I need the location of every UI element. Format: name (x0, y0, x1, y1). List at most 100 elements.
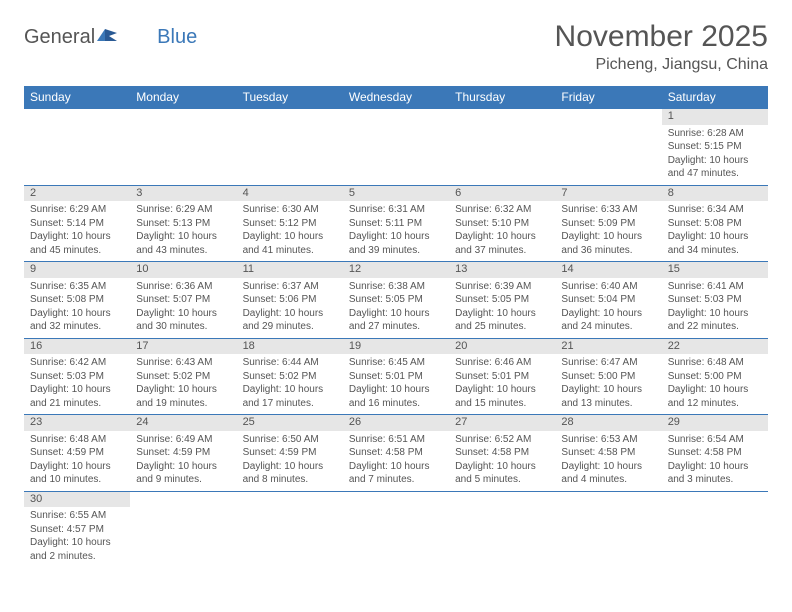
day-detail-cell: Sunrise: 6:44 AMSunset: 5:02 PMDaylight:… (237, 354, 343, 415)
day-number-cell (237, 491, 343, 507)
day-detail-cell (449, 125, 555, 186)
day-ss: Sunset: 5:07 PM (136, 293, 230, 307)
day-dl1: Daylight: 10 hours (668, 230, 762, 244)
day-dl1: Daylight: 10 hours (30, 383, 124, 397)
month-title: November 2025 (555, 20, 768, 54)
day-dl2: and 10 minutes. (30, 473, 124, 487)
day-number-cell: 30 (24, 491, 130, 507)
day-sr: Sunrise: 6:33 AM (561, 203, 655, 217)
day-sr: Sunrise: 6:44 AM (243, 356, 337, 370)
day-ss: Sunset: 4:57 PM (30, 523, 124, 537)
day-detail-cell: Sunrise: 6:43 AMSunset: 5:02 PMDaylight:… (130, 354, 236, 415)
day-number-cell (343, 491, 449, 507)
day-detail-cell: Sunrise: 6:36 AMSunset: 5:07 PMDaylight:… (130, 278, 236, 339)
day-detail-cell: Sunrise: 6:29 AMSunset: 5:13 PMDaylight:… (130, 201, 236, 262)
day-dl1: Daylight: 10 hours (30, 230, 124, 244)
day-dl1: Daylight: 10 hours (668, 383, 762, 397)
day-ss: Sunset: 5:02 PM (243, 370, 337, 384)
day-sr: Sunrise: 6:29 AM (136, 203, 230, 217)
day-dl2: and 45 minutes. (30, 244, 124, 258)
weekday-header: Thursday (449, 86, 555, 109)
day-number-cell: 19 (343, 338, 449, 354)
daynum-row: 30 (24, 491, 768, 507)
daynum-row: 9101112131415 (24, 262, 768, 278)
day-detail-cell: Sunrise: 6:49 AMSunset: 4:59 PMDaylight:… (130, 431, 236, 492)
day-dl2: and 5 minutes. (455, 473, 549, 487)
detail-row: Sunrise: 6:28 AMSunset: 5:15 PMDaylight:… (24, 125, 768, 186)
day-detail-cell (130, 507, 236, 567)
day-dl2: and 22 minutes. (668, 320, 762, 334)
day-dl1: Daylight: 10 hours (30, 307, 124, 321)
day-ss: Sunset: 4:59 PM (243, 446, 337, 460)
day-ss: Sunset: 4:58 PM (668, 446, 762, 460)
day-dl1: Daylight: 10 hours (455, 460, 549, 474)
day-number-cell: 24 (130, 415, 236, 431)
day-number-cell: 18 (237, 338, 343, 354)
day-ss: Sunset: 5:03 PM (668, 293, 762, 307)
day-detail-cell (130, 125, 236, 186)
day-dl1: Daylight: 10 hours (455, 307, 549, 321)
day-dl2: and 24 minutes. (561, 320, 655, 334)
day-number-cell: 6 (449, 185, 555, 201)
day-detail-cell: Sunrise: 6:28 AMSunset: 5:15 PMDaylight:… (662, 125, 768, 186)
day-dl2: and 30 minutes. (136, 320, 230, 334)
day-ss: Sunset: 5:05 PM (349, 293, 443, 307)
day-number-cell (343, 109, 449, 125)
day-dl2: and 12 minutes. (668, 397, 762, 411)
day-dl2: and 29 minutes. (243, 320, 337, 334)
flag-icon (97, 26, 119, 49)
day-sr: Sunrise: 6:29 AM (30, 203, 124, 217)
title-block: November 2025 Picheng, Jiangsu, China (555, 20, 768, 74)
day-detail-cell (24, 125, 130, 186)
day-ss: Sunset: 5:11 PM (349, 217, 443, 231)
day-ss: Sunset: 5:06 PM (243, 293, 337, 307)
weekday-header: Tuesday (237, 86, 343, 109)
day-dl2: and 32 minutes. (30, 320, 124, 334)
day-dl1: Daylight: 10 hours (668, 307, 762, 321)
day-number-cell: 1 (662, 109, 768, 125)
day-ss: Sunset: 4:58 PM (561, 446, 655, 460)
day-ss: Sunset: 5:08 PM (30, 293, 124, 307)
detail-row: Sunrise: 6:35 AMSunset: 5:08 PMDaylight:… (24, 278, 768, 339)
day-number-cell (555, 491, 661, 507)
day-sr: Sunrise: 6:31 AM (349, 203, 443, 217)
day-ss: Sunset: 4:59 PM (136, 446, 230, 460)
day-detail-cell: Sunrise: 6:42 AMSunset: 5:03 PMDaylight:… (24, 354, 130, 415)
weekday-header: Monday (130, 86, 236, 109)
day-number-cell: 17 (130, 338, 236, 354)
day-dl2: and 27 minutes. (349, 320, 443, 334)
day-number-cell: 4 (237, 185, 343, 201)
day-dl2: and 43 minutes. (136, 244, 230, 258)
day-sr: Sunrise: 6:36 AM (136, 280, 230, 294)
day-number-cell: 8 (662, 185, 768, 201)
day-number-cell: 27 (449, 415, 555, 431)
day-detail-cell (449, 507, 555, 567)
day-sr: Sunrise: 6:51 AM (349, 433, 443, 447)
day-ss: Sunset: 5:03 PM (30, 370, 124, 384)
daynum-row: 2345678 (24, 185, 768, 201)
day-sr: Sunrise: 6:46 AM (455, 356, 549, 370)
day-detail-cell: Sunrise: 6:38 AMSunset: 5:05 PMDaylight:… (343, 278, 449, 339)
page-header: General Blue November 2025 Picheng, Jian… (24, 20, 768, 74)
day-dl2: and 36 minutes. (561, 244, 655, 258)
day-detail-cell: Sunrise: 6:30 AMSunset: 5:12 PMDaylight:… (237, 201, 343, 262)
calendar-table: Sunday Monday Tuesday Wednesday Thursday… (24, 86, 768, 567)
day-ss: Sunset: 4:58 PM (455, 446, 549, 460)
day-dl1: Daylight: 10 hours (30, 460, 124, 474)
day-sr: Sunrise: 6:38 AM (349, 280, 443, 294)
day-dl1: Daylight: 10 hours (561, 460, 655, 474)
day-number-cell: 3 (130, 185, 236, 201)
day-dl1: Daylight: 10 hours (30, 536, 124, 550)
day-number-cell: 29 (662, 415, 768, 431)
day-number-cell: 21 (555, 338, 661, 354)
day-sr: Sunrise: 6:43 AM (136, 356, 230, 370)
day-sr: Sunrise: 6:53 AM (561, 433, 655, 447)
day-ss: Sunset: 5:01 PM (455, 370, 549, 384)
day-number-cell (449, 109, 555, 125)
day-detail-cell: Sunrise: 6:39 AMSunset: 5:05 PMDaylight:… (449, 278, 555, 339)
weekday-header: Sunday (24, 86, 130, 109)
logo-text-general: General (24, 26, 95, 49)
day-sr: Sunrise: 6:54 AM (668, 433, 762, 447)
day-dl1: Daylight: 10 hours (136, 460, 230, 474)
day-dl2: and 37 minutes. (455, 244, 549, 258)
